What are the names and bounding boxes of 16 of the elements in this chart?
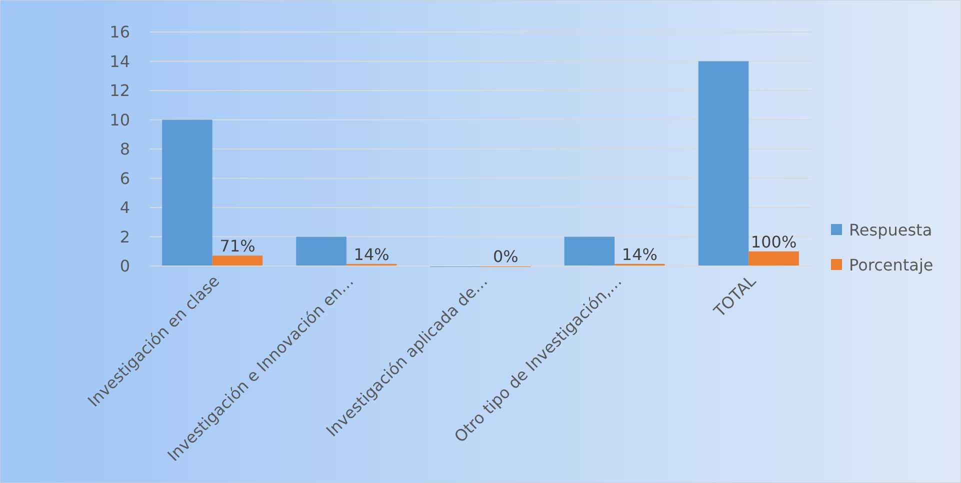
- legend-label: Porcentaje: [849, 256, 934, 275]
- y-tick-label: 12: [110, 81, 130, 100]
- y-tick-label: 14: [110, 52, 130, 71]
- data-label: 14%: [622, 244, 658, 264]
- legend-label: Respuesta: [849, 220, 932, 240]
- y-tick-label: 0: [120, 256, 130, 276]
- y-tick-label: 6: [120, 168, 130, 188]
- y-tick-label: 2: [120, 227, 130, 246]
- data-label: 14%: [354, 244, 390, 264]
- y-tick-label: 8: [120, 140, 130, 159]
- data-label: 100%: [750, 232, 797, 252]
- y-tick-label: 10: [110, 110, 130, 130]
- y-tick-label: 4: [120, 198, 130, 218]
- data-label: 71%: [220, 236, 256, 256]
- data-label: 0%: [492, 247, 518, 266]
- y-tick-label: 16: [110, 22, 130, 42]
